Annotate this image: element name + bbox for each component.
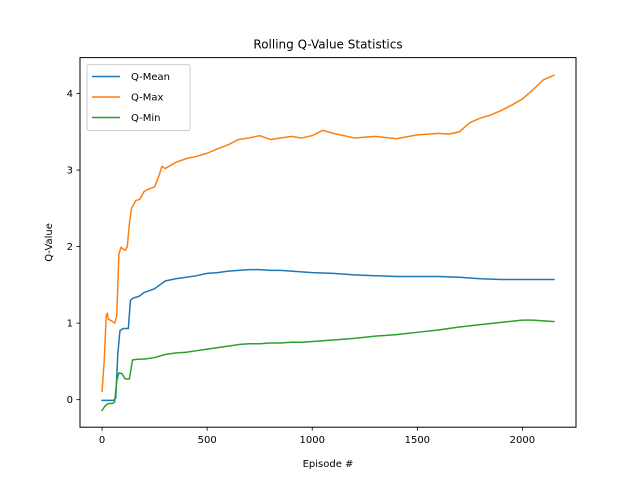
x-tick-label: 1000 <box>300 435 325 446</box>
legend-label-q-mean: Q-Mean <box>131 72 170 83</box>
y-tick-label: 4 <box>67 89 73 100</box>
y-axis-label: Q-Value <box>44 223 55 262</box>
x-axis-label: Episode # <box>303 459 354 470</box>
y-axis-ticks: 0 1 2 3 4 <box>67 89 80 406</box>
legend: Q-Mean Q-Max Q-Min <box>86 64 191 132</box>
x-tick-label: 0 <box>99 435 105 446</box>
x-tick-label: 500 <box>198 435 217 446</box>
plot-area <box>101 74 555 412</box>
x-tick-label: 1500 <box>405 435 430 446</box>
series-line-q-max <box>101 74 555 393</box>
chart-title: Rolling Q-Value Statistics <box>253 38 402 52</box>
series-line-q-min <box>101 319 555 412</box>
y-tick-label: 1 <box>67 319 73 330</box>
series-line-q-mean <box>101 268 555 402</box>
y-tick-label: 0 <box>67 395 73 406</box>
x-tick-label: 2000 <box>510 435 535 446</box>
legend-box <box>86 64 191 132</box>
legend-label-q-min: Q-Min <box>131 113 161 124</box>
legend-label-q-max: Q-Max <box>131 93 164 104</box>
axes-frame <box>79 57 577 428</box>
x-axis-ticks: 0 500 1000 1500 2000 <box>99 427 535 446</box>
y-tick-label: 3 <box>67 166 73 177</box>
y-tick-label: 2 <box>67 242 73 253</box>
